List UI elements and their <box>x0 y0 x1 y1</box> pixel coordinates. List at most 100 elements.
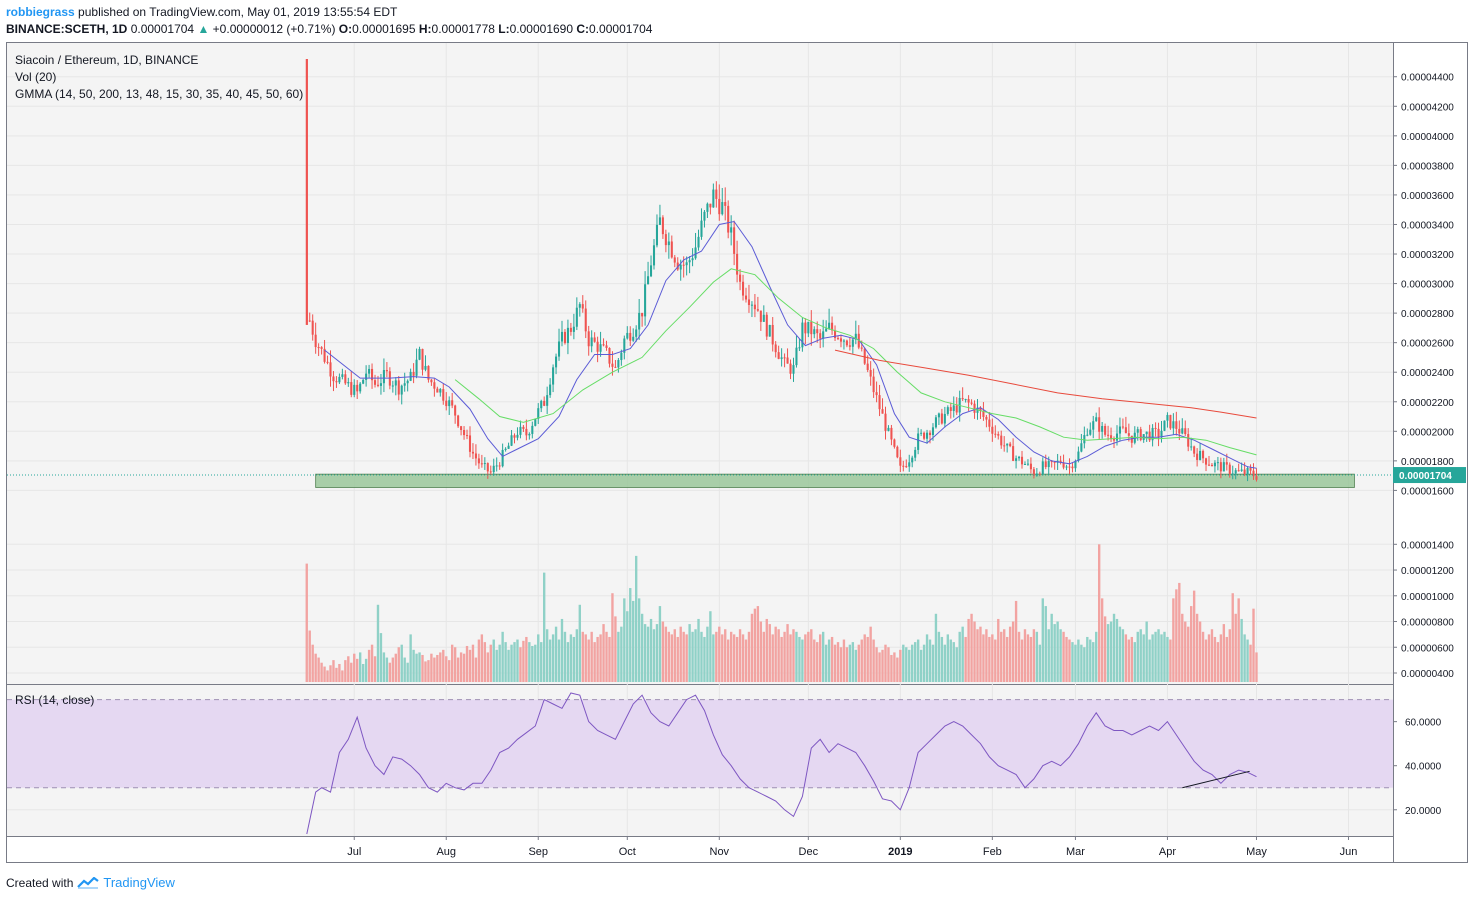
rsi-line <box>306 692 1257 835</box>
candle-body <box>1018 456 1021 459</box>
volume-bar <box>465 645 469 682</box>
candle-body <box>934 417 937 428</box>
volume-bar <box>1151 634 1154 682</box>
volume-bar <box>317 657 320 682</box>
candle-body <box>700 220 703 237</box>
candle-body <box>376 384 380 386</box>
volume-bar <box>593 642 596 682</box>
candle-body <box>848 345 851 347</box>
volume-bar <box>1207 634 1211 682</box>
volume-bar <box>821 631 825 682</box>
candle-body <box>1065 466 1068 468</box>
volume-bar <box>430 653 433 682</box>
volume-bar <box>388 662 392 682</box>
price-tick-label: 0.00001400 <box>1401 540 1454 551</box>
volume-bar <box>1097 544 1101 682</box>
candle-body <box>468 435 472 452</box>
candle-body <box>810 321 813 335</box>
candle-body <box>587 331 590 347</box>
volume-bar <box>913 642 917 682</box>
time-tick-label: Dec <box>799 846 819 858</box>
price-tick-label: 0.00003800 <box>1401 161 1454 172</box>
last-price: 0.00001704 <box>130 22 195 36</box>
candle-body <box>685 262 688 266</box>
candle-body <box>774 344 777 353</box>
candle-body <box>519 426 522 435</box>
volume-bar <box>985 629 988 682</box>
candle-body <box>1023 463 1027 465</box>
volume-bar <box>305 563 308 682</box>
candle-body <box>908 462 911 467</box>
footer: Created with TradingView <box>6 875 175 890</box>
candle-body <box>412 371 415 376</box>
chart-svg[interactable]: 0.00000400 0.00000600 0.00000800 0.00001000… <box>6 42 1468 863</box>
chart-container[interactable]: 0.00000400 0.00000600 0.00000800 0.00001000… <box>6 42 1468 863</box>
volume-bar <box>439 652 442 682</box>
volume-bar <box>1112 613 1116 682</box>
candle-body <box>326 361 329 363</box>
time-tick-label: Feb <box>983 846 1002 858</box>
tradingview-brand-link[interactable]: TradingView <box>103 875 175 890</box>
candle-body <box>1187 434 1190 447</box>
candle-body <box>335 381 338 383</box>
candle-body <box>789 363 792 374</box>
price-tick-label: 0.00004200 <box>1401 102 1454 113</box>
volume-bar <box>658 606 662 682</box>
candle-body <box>1107 434 1110 436</box>
volume-bar <box>1157 629 1160 682</box>
volume-bar <box>810 629 813 682</box>
volume-bar <box>459 652 463 682</box>
candle-body <box>400 385 403 395</box>
support-zone-rect <box>315 473 1355 488</box>
candle-body <box>1213 462 1216 467</box>
candle-body <box>418 348 421 360</box>
candle-body <box>679 264 682 270</box>
candle-body <box>970 402 973 404</box>
price-tick-label: 0.00001200 <box>1401 566 1454 577</box>
volume-bar <box>851 642 855 682</box>
volume-bar <box>839 647 843 682</box>
author-link[interactable]: robbiegrass <box>6 5 75 19</box>
candle-body <box>1032 469 1035 476</box>
candle-body <box>1062 462 1065 468</box>
candle-body <box>884 413 887 431</box>
candle-body <box>572 326 575 332</box>
candle-body <box>359 383 362 392</box>
candle-body <box>415 359 418 376</box>
volume-bar <box>637 598 641 682</box>
price-tick-label: 0.00003600 <box>1401 191 1454 202</box>
volume-bar <box>697 618 700 682</box>
volume-bar <box>866 636 869 682</box>
volume-bar <box>765 618 768 682</box>
volume-bar <box>314 653 317 682</box>
volume-bar <box>1139 629 1142 682</box>
candle-body <box>635 329 638 337</box>
volume-bar <box>887 647 890 682</box>
volume-bar <box>780 636 783 682</box>
volume-bar <box>320 662 323 682</box>
volume-bar <box>1059 629 1062 682</box>
volume-bar <box>501 631 504 682</box>
candle-body <box>314 334 317 348</box>
candle-body <box>332 376 335 382</box>
candle-body <box>1104 426 1107 435</box>
candle-body <box>566 327 569 344</box>
candle-body <box>1160 430 1163 438</box>
candle-body <box>341 374 344 377</box>
volume-bar <box>406 662 409 682</box>
candle-body <box>1127 433 1130 436</box>
candle-body <box>813 329 816 335</box>
volume-bar <box>798 636 801 682</box>
volume-bar <box>548 639 552 682</box>
candle-body <box>1047 461 1050 468</box>
rsi-indicator <box>7 692 1393 835</box>
volume-bar <box>676 636 679 682</box>
volume-bar <box>833 644 837 682</box>
candle-body <box>1059 460 1062 463</box>
volume-bar <box>958 631 961 682</box>
candle-body <box>1050 461 1053 463</box>
volume-bar <box>854 649 858 682</box>
candle-body <box>694 247 697 259</box>
candle-body <box>480 463 483 465</box>
volume-bar <box>792 629 795 682</box>
